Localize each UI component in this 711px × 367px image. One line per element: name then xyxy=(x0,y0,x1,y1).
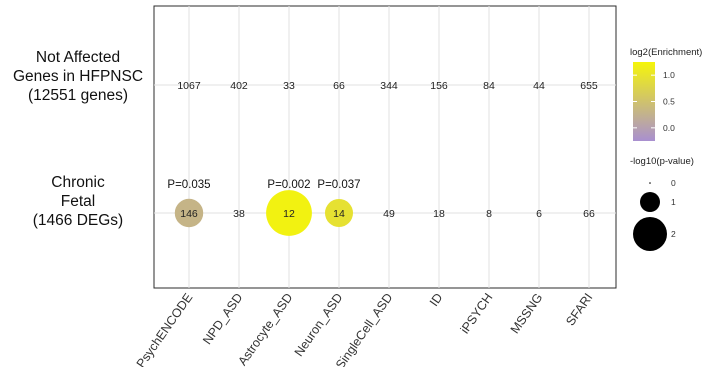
count-label: 146 xyxy=(180,208,198,220)
count-label: 44 xyxy=(533,80,545,92)
bubble-point xyxy=(174,198,204,228)
size-legend-dot xyxy=(633,217,667,251)
count-label: 1067 xyxy=(177,80,201,92)
x-tick-label: PsychENCODE xyxy=(134,291,196,367)
size-legend-label: 2 xyxy=(671,229,676,239)
row-labels: Not Affected Genes in HFPNSC (12551 genes)… xyxy=(13,49,143,229)
size-legend-label: 1 xyxy=(671,197,676,207)
count-label: 402 xyxy=(230,80,248,92)
count-label: 66 xyxy=(333,80,345,92)
count-label: 66 xyxy=(583,208,595,220)
count-label: 18 xyxy=(433,208,445,220)
count-label: 344 xyxy=(380,80,398,92)
size-legend-dot xyxy=(640,192,660,212)
row-label-line: (12551 genes) xyxy=(28,87,128,104)
x-tick-label: ID xyxy=(427,291,446,309)
p-value-label: P=0.035 xyxy=(167,179,210,191)
x-tick-label: SFARI xyxy=(563,291,595,329)
count-label: 156 xyxy=(430,80,448,92)
count-label: 655 xyxy=(580,80,598,92)
size-legend-dot xyxy=(649,182,651,184)
size-legend: -log10(p-value) 0 1 2 xyxy=(630,156,694,251)
count-label: 49 xyxy=(383,208,395,220)
size-legend-label: 0 xyxy=(671,178,676,188)
row-label-line: Genes in HFPNSC xyxy=(13,68,143,85)
colorbar-tick-label: 1.0 xyxy=(663,70,675,80)
grid-lines xyxy=(154,6,616,288)
color-legend: log2(Enrichment) 0.0 0.5 1.0 xyxy=(630,47,702,141)
row-label-line: Not Affected xyxy=(36,49,120,66)
bubble-point xyxy=(266,190,312,236)
x-axis-tick-labels: PsychENCODE NPD_ASDAstrocyte_ASDNeuron_AS… xyxy=(134,291,596,367)
plot-panel xyxy=(153,5,617,289)
count-label: 84 xyxy=(483,80,495,92)
colorbar-tick-label: 0.0 xyxy=(663,123,675,133)
colorbar-tick-label: 0.5 xyxy=(663,97,675,107)
x-tick-label: iPSYCH xyxy=(458,291,496,337)
bubble-point xyxy=(324,198,354,228)
count-label: 33 xyxy=(283,80,295,92)
x-tick-label: MSSNG xyxy=(508,291,546,337)
row-label-line: Chronic xyxy=(51,174,105,191)
p-value-label: P=0.037 xyxy=(317,179,360,191)
count-label: 38 xyxy=(233,208,245,220)
count-label: 12 xyxy=(283,208,295,220)
count-label: 14 xyxy=(333,208,345,220)
count-label: 6 xyxy=(536,208,542,220)
count-label: 8 xyxy=(486,208,492,220)
colorbar xyxy=(633,62,655,141)
p-value-label: P=0.002 xyxy=(267,179,310,191)
row-label-line: Fetal xyxy=(61,193,95,210)
row-label-line: (1466 DEGs) xyxy=(33,212,123,229)
x-tick-label: NPD_ASD xyxy=(200,291,245,347)
x-tick-label: Astrocyte_ASD xyxy=(235,291,295,367)
x-tick-label: Neuron_ASD xyxy=(292,291,346,359)
color-legend-title: log2(Enrichment) xyxy=(630,47,702,58)
size-legend-title: -log10(p-value) xyxy=(630,156,694,167)
